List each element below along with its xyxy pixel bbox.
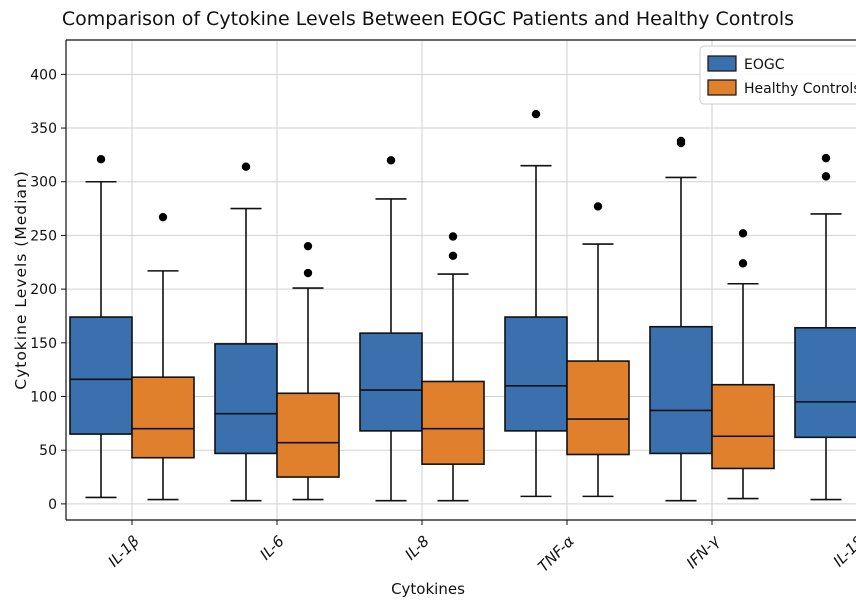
chart-title: Comparison of Cytokine Levels Between EO… (61, 8, 795, 30)
outlier-point (303, 241, 313, 251)
x-tick-label: TNF-α (534, 532, 578, 576)
y-tick-label: 50 (39, 443, 57, 459)
box (359, 332, 423, 432)
legend-swatch (707, 55, 737, 72)
y-tick-label: 100 (30, 390, 57, 406)
x-axis-title: Cytokines (391, 580, 465, 598)
outlier-point (96, 154, 106, 164)
box-group (214, 162, 278, 502)
y-axis-title: Cytokine Levels (Median) (12, 170, 30, 390)
box (276, 392, 340, 478)
box-group (794, 153, 856, 501)
y-tick-label: 250 (30, 228, 57, 244)
outlier-point (448, 251, 458, 261)
box (649, 325, 713, 455)
outlier-point (241, 162, 251, 171)
outlier-point (448, 232, 458, 241)
outlier-point (386, 156, 396, 165)
outlier-point (738, 229, 748, 238)
outlier-point (158, 212, 168, 222)
box (214, 343, 278, 455)
box (69, 316, 133, 435)
legend-label: EOGC (744, 57, 785, 73)
box-group (566, 202, 630, 498)
box-group (711, 229, 775, 500)
outlier-point (821, 153, 831, 163)
legend-swatch (707, 79, 737, 96)
box (711, 383, 775, 470)
box (131, 376, 195, 459)
x-tick-label: IL-8 (401, 532, 433, 564)
x-tick-label: IFN-γ (683, 531, 724, 572)
box (421, 380, 485, 465)
box-group (359, 156, 423, 502)
box-group (504, 109, 568, 498)
outlier-point (738, 259, 748, 268)
box (566, 360, 630, 456)
x-tick-label: IL-18 (830, 532, 856, 570)
box (504, 316, 568, 432)
outlier-point (303, 268, 313, 278)
y-tick-label: 400 (30, 67, 57, 83)
legend: EOGC Healthy Controls (699, 45, 856, 105)
y-tick-label: 0 (48, 497, 57, 513)
legend-frame (699, 45, 856, 105)
box-group (69, 154, 133, 499)
box-group (131, 212, 195, 501)
y-tick-label: 200 (30, 282, 57, 298)
box-group (421, 232, 485, 502)
legend-label: Healthy Controls (744, 81, 856, 97)
outlier-point (531, 109, 541, 119)
box-group (276, 241, 340, 501)
outlier-point (821, 172, 831, 181)
x-tick-label: IL-6 (256, 532, 288, 564)
x-tick-label: IL-1β (105, 532, 144, 571)
y-tick-label: 350 (30, 121, 57, 137)
box (794, 326, 856, 439)
outlier-point (676, 136, 686, 146)
y-tick-label: 150 (30, 336, 57, 352)
y-tick-label: 300 (30, 175, 57, 191)
outlier-point (593, 202, 603, 211)
box-marks (69, 109, 856, 502)
